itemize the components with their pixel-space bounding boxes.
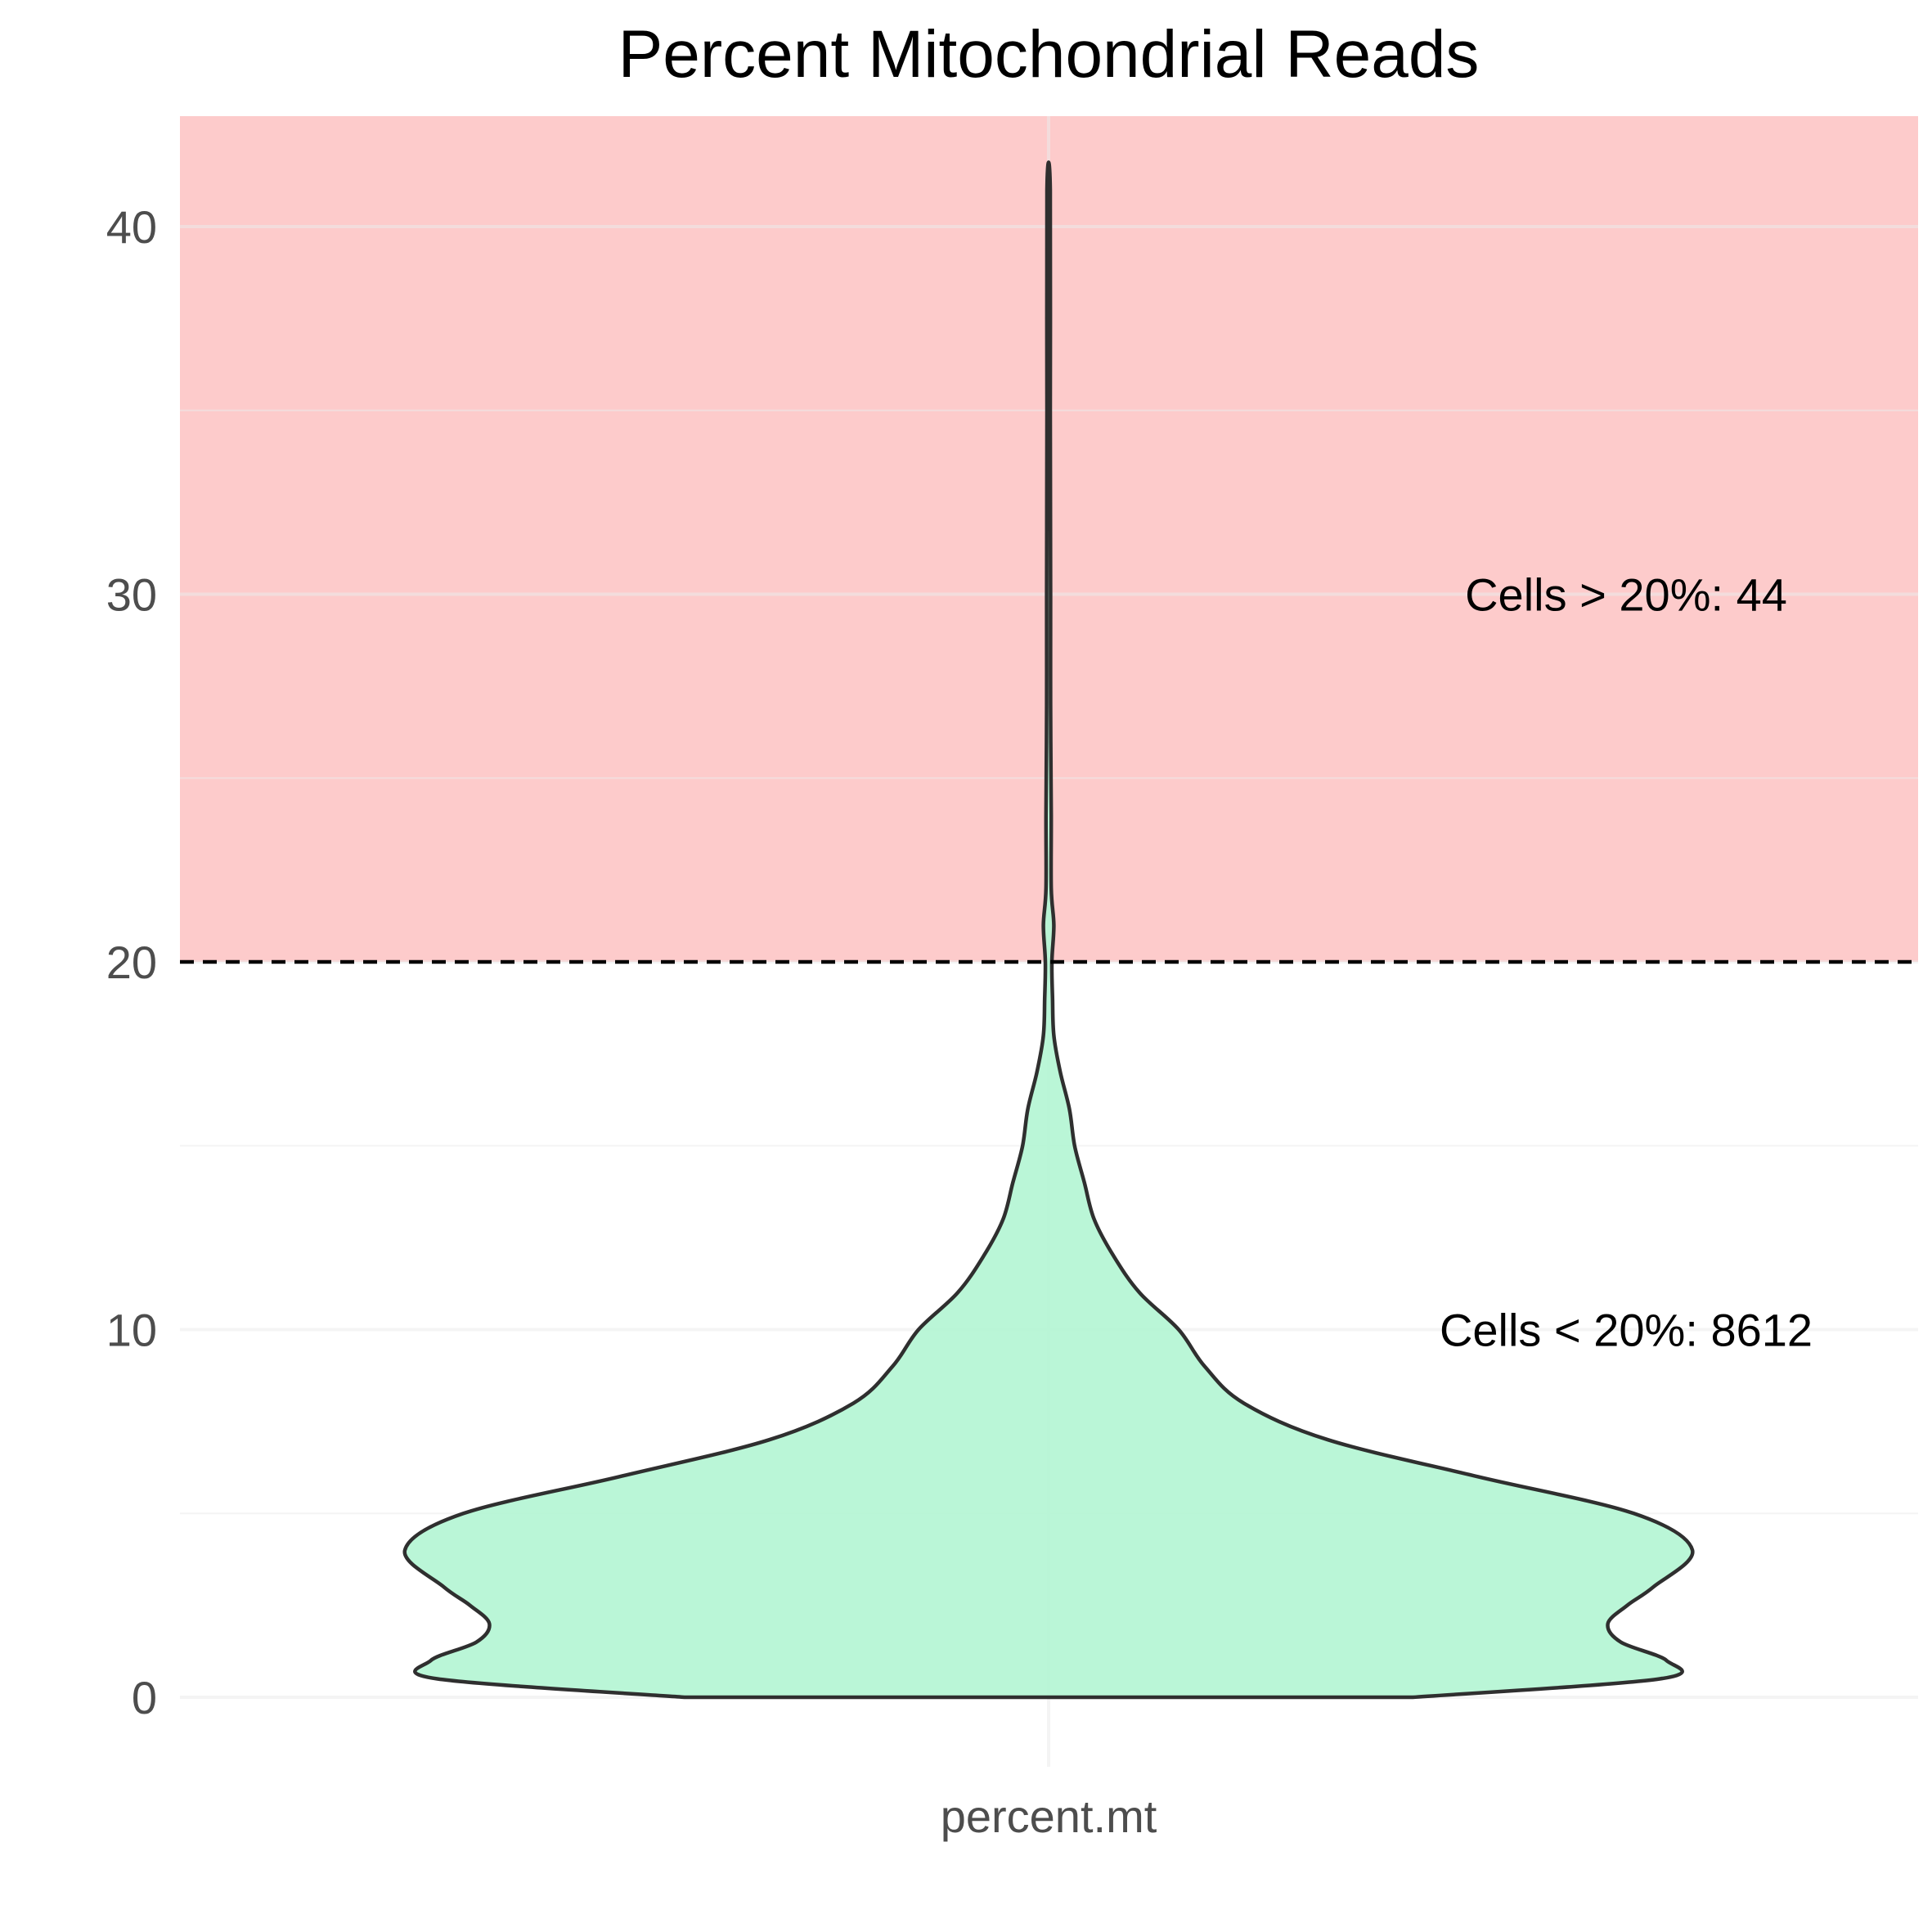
violin-percent-mt (402, 160, 1695, 1700)
annotation-low: Cells < 20%: 8612 (1440, 1305, 1813, 1356)
x-tick-label: percent.mt (941, 1790, 1157, 1842)
y-tick-label-40: 40 (106, 201, 157, 253)
y-tick-label-30: 30 (106, 569, 157, 621)
y-tick-label-0: 0 (132, 1672, 157, 1723)
y-tick-label-10: 10 (106, 1305, 157, 1356)
chart-title: Percent Mitochondrial Reads (618, 17, 1480, 92)
violin-group (402, 160, 1695, 1700)
y-tick-labels: 0 10 20 30 40 (106, 201, 157, 1723)
y-tick-label-20: 20 (106, 937, 157, 988)
annotation-high: Cells > 20%: 44 (1465, 569, 1787, 621)
x-tick-labels: percent.mt (941, 1790, 1157, 1842)
